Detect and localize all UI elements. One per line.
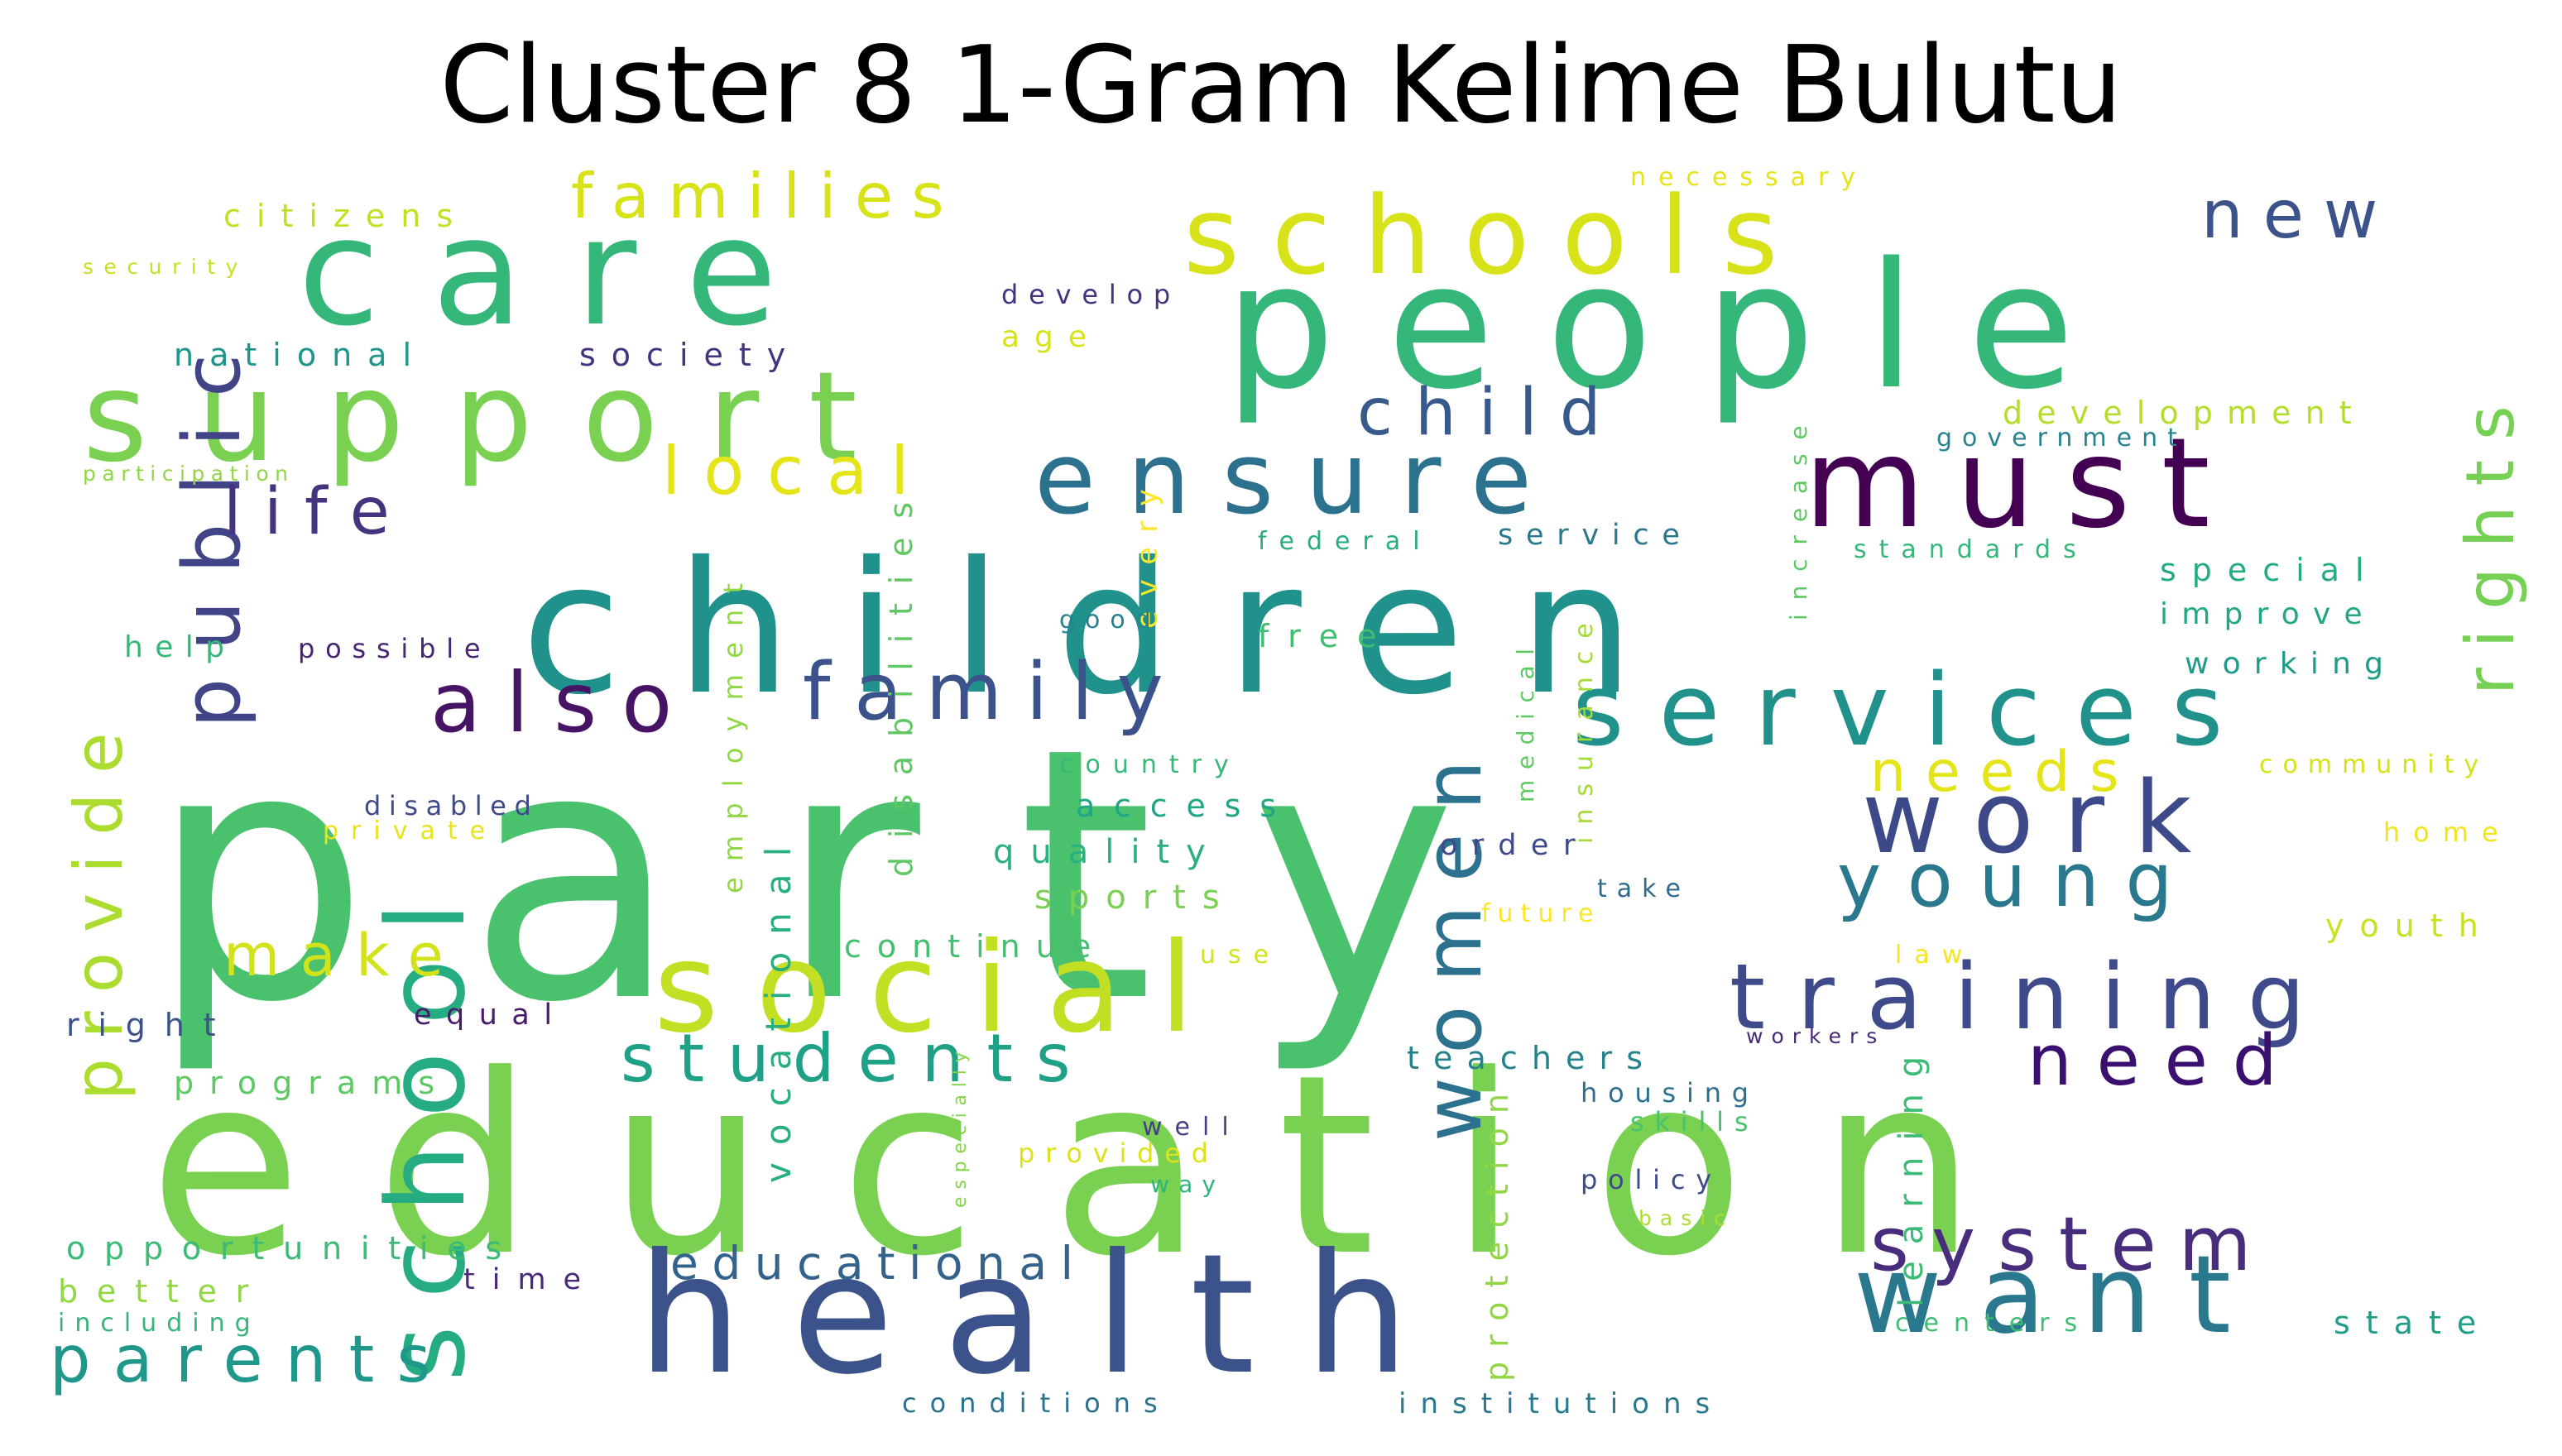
word-needs: needs [1870, 740, 2139, 805]
word-opportunities: opportunities [66, 1230, 521, 1267]
word-basic: basic [1638, 1206, 1734, 1230]
word-well: well [1142, 1113, 1241, 1142]
word-time: time [463, 1263, 599, 1296]
word-vocational: vocational [758, 829, 799, 1183]
word-society: society [579, 337, 802, 373]
word-institutions: institutions [1399, 1387, 1725, 1420]
word-people: people [1225, 225, 2127, 428]
word-federal: federal [1258, 527, 1432, 556]
word-system: system [1870, 1201, 2274, 1288]
word-protection: protection [1479, 1079, 1515, 1382]
word-order: order [1440, 829, 1590, 862]
word-cloud: party education people children health care su… [50, 160, 2532, 1431]
word-standards: standards [1854, 535, 2089, 564]
word-programs: programs [174, 1065, 451, 1101]
word-development: development [2003, 395, 2366, 431]
word-local: local [662, 433, 933, 510]
word-service: service [1498, 519, 1693, 552]
word-employment: employment [717, 567, 749, 893]
word-working: working [2185, 647, 2397, 681]
word-take: take [1597, 874, 1691, 903]
word-home: home [2383, 817, 2512, 848]
word-must: must [1804, 412, 2242, 556]
word-quality: quality [993, 833, 1222, 871]
word-skills: skills [1630, 1106, 1759, 1138]
word-possible: possible [298, 633, 492, 664]
word-security: security [83, 255, 248, 279]
word-child: child [1357, 376, 1624, 450]
word-support: support [83, 346, 907, 490]
word-ensure: ensure [1034, 422, 1564, 537]
word-children: children [521, 523, 1689, 735]
word-centers: centers [1895, 1309, 2093, 1338]
word-including: including [58, 1309, 261, 1338]
word-health: health [637, 1219, 1460, 1411]
word-life: life [223, 475, 412, 549]
word-young: young [1837, 837, 2200, 924]
word-law: law [1895, 941, 1975, 970]
word-rights: rights [2452, 386, 2529, 695]
word-conditions: conditions [902, 1387, 1171, 1419]
word-state: state [2334, 1305, 2492, 1341]
word-medical: medical [1512, 638, 1539, 802]
word-policy: policy [1581, 1164, 1723, 1195]
word-also: also [430, 654, 698, 751]
word-party: party [149, 674, 1554, 1079]
word-schools: schools [1183, 173, 1811, 299]
word-improve: improve [2160, 597, 2376, 631]
word-good: good [1059, 606, 1161, 635]
word-families: families [571, 160, 963, 232]
figure-title: Cluster 8 1-Gram Kelime Bulutu [439, 24, 2123, 147]
word-new: new [2201, 176, 2398, 253]
word-help: help [124, 630, 237, 664]
word-continue: continue [844, 928, 1107, 965]
word-government: government [1936, 424, 2187, 453]
word-right: right [66, 1007, 235, 1043]
word-way: way [1150, 1171, 1226, 1198]
word-training: training [1730, 944, 2338, 1050]
word-use: use [1200, 941, 1282, 970]
word-students: students [621, 1020, 1094, 1097]
word-country: country [1059, 750, 1241, 779]
word-social: social [654, 917, 1231, 1061]
word-care: care [298, 186, 830, 359]
word-work: work [1862, 761, 2222, 876]
word-want: want [1854, 1232, 2269, 1358]
word-necessary: necessary [1630, 163, 1869, 192]
word-provided: provided [1018, 1138, 1219, 1169]
word-special: special [2160, 552, 2380, 588]
word-better: better [58, 1273, 268, 1310]
word-future: future [1481, 899, 1601, 928]
word-citizens: citizens [223, 198, 469, 234]
word-housing: housing [1581, 1077, 1759, 1109]
word-free: free [1258, 618, 1396, 654]
word-education: education [149, 1022, 2051, 1310]
word-youth: youth [2325, 908, 2494, 944]
word-insurance: insurance [1570, 611, 1599, 844]
word-parents: parents [50, 1323, 453, 1397]
word-age: age [1001, 320, 1102, 354]
word-learning: learning [1893, 1039, 1931, 1307]
word-private: private [323, 817, 498, 845]
word-teachers: teachers [1407, 1040, 1658, 1076]
word-need: need [2027, 1020, 2302, 1102]
word-services: services [1572, 654, 2258, 769]
word-equal: equal [414, 999, 567, 1032]
word-family: family [803, 647, 1187, 738]
word-make: make [223, 922, 464, 989]
word-workers: workers [1746, 1024, 1886, 1048]
word-disabilities: disabilities [883, 483, 919, 877]
word-sports: sports [1034, 879, 1236, 917]
word-educational: educational [670, 1237, 1087, 1290]
word-develop: develop [1001, 279, 1182, 310]
word-community: community [2259, 750, 2489, 779]
word-access: access [1076, 788, 1295, 824]
word-participation: participation [83, 462, 295, 486]
word-national: national [174, 337, 428, 373]
word-increase: increase [1785, 411, 1812, 620]
word-especially: especially [950, 1044, 971, 1208]
word-disabled: disabled [364, 790, 540, 821]
